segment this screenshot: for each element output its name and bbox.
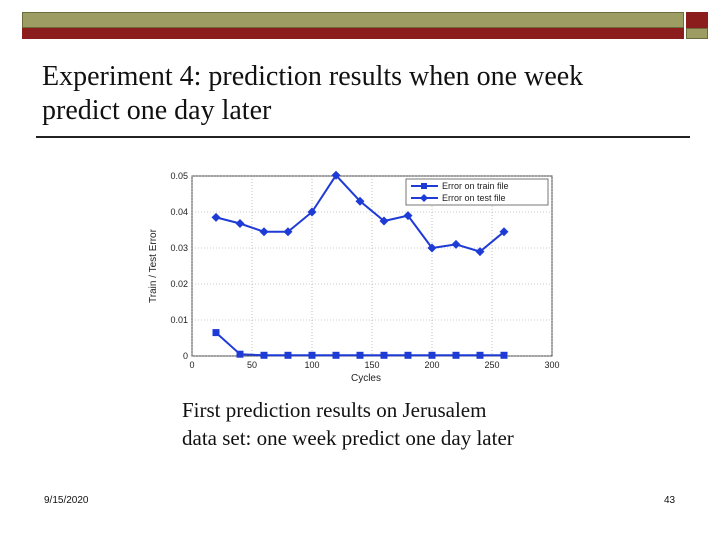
train-error-point xyxy=(500,351,508,359)
slide-title: Experiment 4: prediction results when on… xyxy=(42,60,682,128)
train-error-point xyxy=(260,351,268,359)
test-error-point xyxy=(451,239,461,249)
x-axis-label: Cycles xyxy=(351,373,381,384)
train-error-point xyxy=(236,350,244,358)
test-error-point xyxy=(259,227,269,237)
test-error-point xyxy=(283,227,293,237)
legend-square-icon xyxy=(421,183,427,189)
train-error-point xyxy=(332,351,340,359)
test-error-point xyxy=(307,207,317,217)
x-tick-label: 0 xyxy=(189,360,194,370)
x-tick-label: 100 xyxy=(304,360,319,370)
top-decor-bar xyxy=(22,12,684,39)
train-error-point xyxy=(476,351,484,359)
top-red-band xyxy=(22,28,684,39)
test-error-point xyxy=(355,196,365,206)
x-tick-label: 200 xyxy=(424,360,439,370)
train-error-point xyxy=(356,351,364,359)
legend-diamond-icon xyxy=(420,194,428,202)
y-tick-label: 0 xyxy=(183,351,188,361)
test-error-point xyxy=(331,170,341,180)
test-error-point xyxy=(499,227,509,237)
train-error-point xyxy=(284,351,292,359)
y-tick-label: 0.03 xyxy=(170,243,188,253)
test-error-point xyxy=(235,219,245,229)
legend-entry-label: Error on train file xyxy=(442,181,509,191)
test-error-point xyxy=(403,211,413,221)
footer-date: 9/15/2020 xyxy=(44,495,89,506)
corner-olive-square xyxy=(686,28,708,39)
train-error-point xyxy=(308,351,316,359)
corner-decor-block xyxy=(686,12,708,39)
train-error-point xyxy=(452,351,460,359)
caption-line2: data set: one week predict one day later xyxy=(182,426,514,450)
legend-box xyxy=(405,178,549,206)
legend-entry-label: Error on test file xyxy=(442,193,506,203)
x-tick-label: 300 xyxy=(544,360,559,370)
x-tick-label: 250 xyxy=(484,360,499,370)
slide-title-line1: Experiment 4: prediction results when on… xyxy=(42,61,584,92)
error-line-chart: 0 50 100 150 200 250 300 0 0.01 0.02 0.03 0.04 0.05 C… xyxy=(148,170,560,384)
train-error-point xyxy=(380,351,388,359)
test-error-point xyxy=(211,212,221,222)
train-error-point xyxy=(212,329,220,337)
chart-caption: First prediction results on Jerusalem da… xyxy=(182,396,602,452)
train-error-point xyxy=(428,351,436,359)
x-tick-label: 150 xyxy=(364,360,379,370)
train-error-point xyxy=(404,351,412,359)
test-error-point xyxy=(427,243,437,253)
test-error-point xyxy=(379,216,389,226)
top-olive-band xyxy=(22,12,684,28)
title-divider xyxy=(36,136,690,138)
test-error-point xyxy=(475,247,485,257)
y-tick-label: 0.02 xyxy=(170,279,188,289)
x-tick-label: 50 xyxy=(247,360,257,370)
corner-red-square xyxy=(686,12,708,28)
y-tick-label: 0.04 xyxy=(170,207,188,217)
footer-page-number: 43 xyxy=(664,495,676,506)
caption-line1: First prediction results on Jerusalem xyxy=(182,398,487,422)
y-tick-label: 0.05 xyxy=(170,171,188,181)
y-axis-label: Train / Test Error xyxy=(148,228,159,303)
slide-title-line2: predict one day later xyxy=(42,95,272,126)
y-tick-label: 0.01 xyxy=(170,315,188,325)
